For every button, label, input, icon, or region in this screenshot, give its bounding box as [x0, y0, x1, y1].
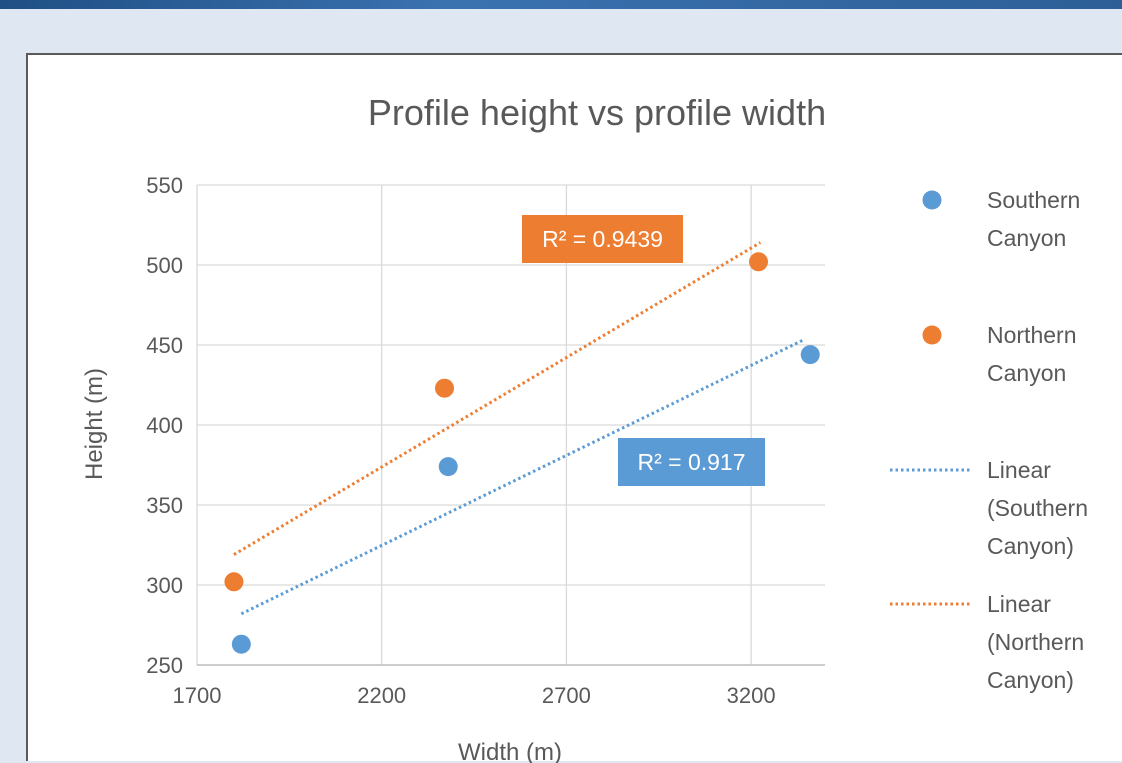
r2-label-text: R² = 0.9439: [542, 226, 663, 252]
legend-label: Linear: [987, 457, 1051, 483]
legend-entry[interactable]: Northern Canyon: [922, 322, 1077, 386]
y-tick-label: 350: [146, 493, 183, 518]
legend-label: Linear: [987, 591, 1051, 617]
r2-labels: R² = 0.917 R² = 0.9439: [522, 215, 765, 486]
legend-entry[interactable]: Southern Canyon: [922, 187, 1081, 251]
legend-marker: [922, 325, 942, 345]
trendlines: [233, 241, 804, 616]
y-tick-label: 250: [146, 653, 183, 678]
r2-label-box: [522, 215, 683, 263]
r2-label-southern[interactable]: R² = 0.917: [618, 438, 765, 486]
y-tick-label: 550: [146, 173, 183, 198]
legend-label: Canyon): [987, 533, 1074, 559]
legend-entry[interactable]: Linear (Southern Canyon): [890, 457, 1088, 559]
r2-label-box: [618, 438, 765, 486]
legend-label: Canyon): [987, 667, 1074, 693]
x-tick-label: 2200: [357, 683, 406, 708]
legend-label: Northern: [987, 322, 1076, 348]
legend-label: Canyon: [987, 225, 1066, 251]
southern-canyon-point[interactable]: [231, 634, 251, 654]
legend-label: (Northern: [987, 629, 1084, 655]
southern-canyon-point[interactable]: [438, 457, 458, 477]
r2-label-text: R² = 0.917: [637, 449, 745, 475]
northern-canyon-point[interactable]: [224, 572, 244, 592]
x-axis-label: Width (m): [458, 739, 562, 763]
r2-label-northern[interactable]: R² = 0.9439: [522, 215, 683, 263]
y-tick-label: 400: [146, 413, 183, 438]
grid: [196, 184, 825, 666]
y-axis-label: Height (m): [81, 368, 108, 480]
chart-area[interactable]: R² = 0.917 R² = 0.9439 250 300 350 400 450 500…: [26, 53, 1122, 763]
northern-canyon-point[interactable]: [435, 378, 455, 398]
data-points: [224, 252, 820, 654]
x-tick-label: 3200: [727, 683, 776, 708]
northern-canyon-point[interactable]: [749, 252, 769, 272]
x-tick-label: 1700: [173, 683, 222, 708]
y-tick-label: 300: [146, 573, 183, 598]
legend: Southern Canyon Northern Canyon Linear (South…: [890, 187, 1088, 693]
legend-label: Canyon: [987, 360, 1066, 386]
scatter-chart: R² = 0.917 R² = 0.9439 250 300 350 400 450 500…: [81, 92, 1088, 763]
y-tick-label: 450: [146, 333, 183, 358]
southern-canyon-point[interactable]: [800, 345, 820, 365]
y-tick-label: 500: [146, 253, 183, 278]
legend-marker: [922, 190, 942, 210]
axis-ticks: 250 300 350 400 450 500 550 1700 2200 2700 3200: [146, 173, 775, 708]
x-tick-label: 2700: [542, 683, 591, 708]
legend-label: Southern: [987, 187, 1080, 213]
legend-entry[interactable]: Linear (Northern Canyon): [890, 591, 1084, 693]
chart-title: Profile height vs profile width: [368, 92, 826, 133]
legend-label: (Southern: [987, 495, 1088, 521]
window-top-band: [0, 0, 1122, 9]
